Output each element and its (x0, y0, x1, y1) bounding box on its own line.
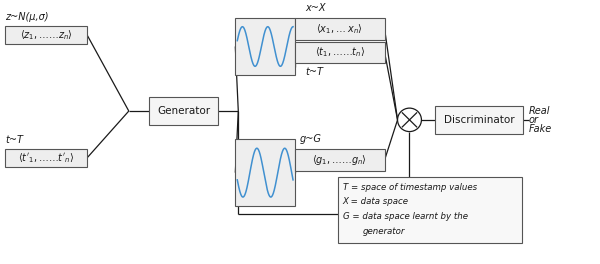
Bar (295, 42, 385, 63)
Text: t~T: t~T (5, 135, 23, 145)
Text: Discriminator: Discriminator (444, 115, 514, 125)
Bar (149, 97, 218, 125)
Text: Generator: Generator (157, 106, 210, 116)
Text: $\langle g_1, \ldots\ldots g_n \rangle$: $\langle g_1, \ldots\ldots g_n \rangle$ (313, 153, 367, 167)
Text: Fake: Fake (529, 124, 552, 134)
Bar (295, 149, 385, 171)
Text: generator: generator (363, 227, 405, 236)
Bar (235, 139, 295, 206)
Text: G = data space learnt by the: G = data space learnt by the (343, 212, 468, 221)
Bar (5, 26, 87, 44)
Text: t~T: t~T (305, 67, 323, 77)
Text: g~G: g~G (300, 134, 322, 144)
Text: z~N(μ,σ): z~N(μ,σ) (5, 12, 49, 22)
Text: $\langle x_1, \ldots \; x_n \rangle$: $\langle x_1, \ldots \; x_n \rangle$ (316, 22, 363, 36)
Bar (5, 149, 87, 167)
Text: $\langle z_1, \ldots\ldots z_n \rangle$: $\langle z_1, \ldots\ldots z_n \rangle$ (20, 28, 73, 42)
Bar (295, 18, 385, 40)
Text: or: or (529, 115, 539, 125)
Text: T = space of timestamp values: T = space of timestamp values (343, 183, 477, 192)
Text: $\langle t'_1, \ldots\ldots t'_n \rangle$: $\langle t'_1, \ldots\ldots t'_n \rangle… (18, 151, 74, 165)
Text: Real: Real (529, 106, 550, 116)
Text: x~X: x~X (305, 3, 325, 13)
Text: $\langle t_1, \ldots\ldots t_n \rangle$: $\langle t_1, \ldots\ldots t_n \rangle$ (315, 45, 365, 59)
Bar (235, 18, 295, 75)
Bar (436, 106, 523, 134)
Circle shape (398, 108, 421, 131)
Text: X = data space: X = data space (343, 197, 409, 206)
Bar (338, 177, 522, 243)
